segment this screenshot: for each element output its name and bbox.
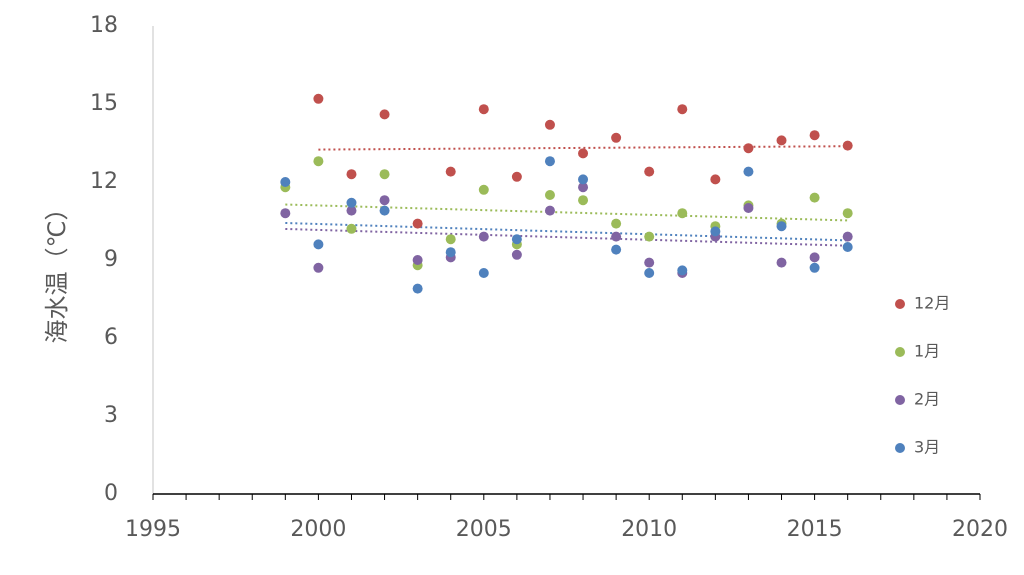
data-point bbox=[511, 171, 522, 182]
x-tick-label: 2015 bbox=[787, 517, 843, 542]
data-point bbox=[478, 104, 489, 115]
data-point bbox=[412, 255, 423, 265]
x-tick-label: 2020 bbox=[952, 517, 1008, 542]
data-point bbox=[280, 208, 291, 219]
legend-marker bbox=[895, 299, 905, 309]
y-tick-label: 12 bbox=[90, 169, 118, 194]
data-point bbox=[677, 104, 688, 115]
data-point bbox=[644, 166, 655, 177]
data-point bbox=[412, 218, 423, 229]
data-point bbox=[346, 169, 357, 180]
data-point bbox=[809, 130, 820, 141]
y-tick-label: 15 bbox=[90, 91, 118, 116]
data-point bbox=[677, 208, 688, 219]
data-point bbox=[544, 190, 555, 200]
data-point bbox=[644, 231, 655, 242]
data-point bbox=[379, 169, 390, 180]
data-point bbox=[544, 119, 555, 130]
data-point bbox=[280, 177, 291, 187]
data-point bbox=[578, 182, 589, 193]
data-point bbox=[842, 231, 853, 242]
trend-line bbox=[285, 221, 848, 242]
data-point bbox=[677, 265, 688, 276]
legend-marker bbox=[895, 347, 905, 357]
data-point bbox=[379, 109, 390, 120]
data-point bbox=[478, 268, 489, 278]
data-point bbox=[842, 208, 853, 219]
x-tick-labels: 1995 2000 2005 2010 2015 2020 bbox=[125, 517, 1008, 542]
data-point bbox=[445, 247, 456, 258]
x-tick-label: 2005 bbox=[456, 517, 512, 542]
y-tick-labels: 0 3 6 9 12 15 18 bbox=[90, 13, 118, 506]
data-point bbox=[809, 192, 820, 203]
legend-label: 2月 bbox=[914, 390, 940, 409]
legend-label: 1月 bbox=[914, 342, 940, 361]
data-points bbox=[280, 93, 853, 294]
legend-label: 12月 bbox=[914, 294, 950, 313]
x-tick-label: 2010 bbox=[621, 517, 677, 542]
data-point bbox=[511, 249, 522, 260]
axes bbox=[152, 26, 980, 495]
y-tick-label: 9 bbox=[104, 247, 118, 272]
data-point bbox=[809, 262, 820, 273]
data-point bbox=[445, 166, 456, 177]
data-point bbox=[809, 252, 820, 263]
y-tick-label: 18 bbox=[90, 13, 118, 38]
x-tick-label: 1995 bbox=[125, 517, 181, 542]
data-point bbox=[578, 148, 589, 159]
data-point bbox=[478, 184, 489, 195]
trend-lines bbox=[285, 145, 848, 247]
data-point bbox=[445, 234, 456, 245]
x-tick-label: 2000 bbox=[290, 517, 346, 542]
data-point bbox=[313, 156, 324, 167]
y-axis-label: 海水温（℃） bbox=[43, 197, 71, 344]
plot-marks bbox=[152, 494, 981, 500]
data-point bbox=[743, 203, 754, 213]
data-point bbox=[644, 257, 655, 268]
y-tick-label: 0 bbox=[104, 481, 118, 506]
data-point bbox=[412, 283, 423, 294]
data-point bbox=[313, 262, 324, 273]
data-point bbox=[842, 242, 853, 252]
data-point bbox=[776, 221, 787, 232]
data-point bbox=[313, 239, 324, 250]
legend-label: 3月 bbox=[914, 438, 940, 457]
data-point bbox=[710, 226, 721, 237]
data-point bbox=[544, 156, 555, 167]
data-point bbox=[776, 135, 787, 146]
data-point bbox=[379, 205, 390, 216]
y-tick-label: 3 bbox=[104, 403, 118, 428]
trend-line bbox=[318, 145, 848, 151]
data-point bbox=[346, 223, 357, 234]
data-point bbox=[743, 143, 754, 154]
data-point bbox=[544, 205, 555, 216]
data-point bbox=[611, 218, 622, 229]
data-point bbox=[611, 132, 622, 143]
legend-marker bbox=[895, 395, 905, 405]
y-tick-label: 6 bbox=[104, 325, 118, 350]
data-point bbox=[578, 174, 589, 185]
data-point bbox=[578, 195, 589, 206]
data-point bbox=[379, 195, 390, 206]
data-point bbox=[611, 244, 622, 255]
trend-line bbox=[285, 203, 848, 222]
data-point bbox=[644, 268, 655, 278]
data-point bbox=[511, 234, 522, 245]
data-point bbox=[313, 93, 324, 104]
legend: 12月 1月 2月 3月 bbox=[895, 294, 950, 457]
data-point bbox=[346, 197, 357, 208]
legend-marker bbox=[895, 443, 905, 453]
data-point bbox=[743, 166, 754, 177]
trend-line bbox=[285, 227, 848, 247]
data-point bbox=[710, 174, 721, 185]
data-point bbox=[478, 231, 489, 242]
data-point bbox=[842, 140, 853, 151]
data-point bbox=[611, 231, 622, 242]
data-point bbox=[776, 257, 787, 268]
data-point bbox=[346, 205, 357, 216]
